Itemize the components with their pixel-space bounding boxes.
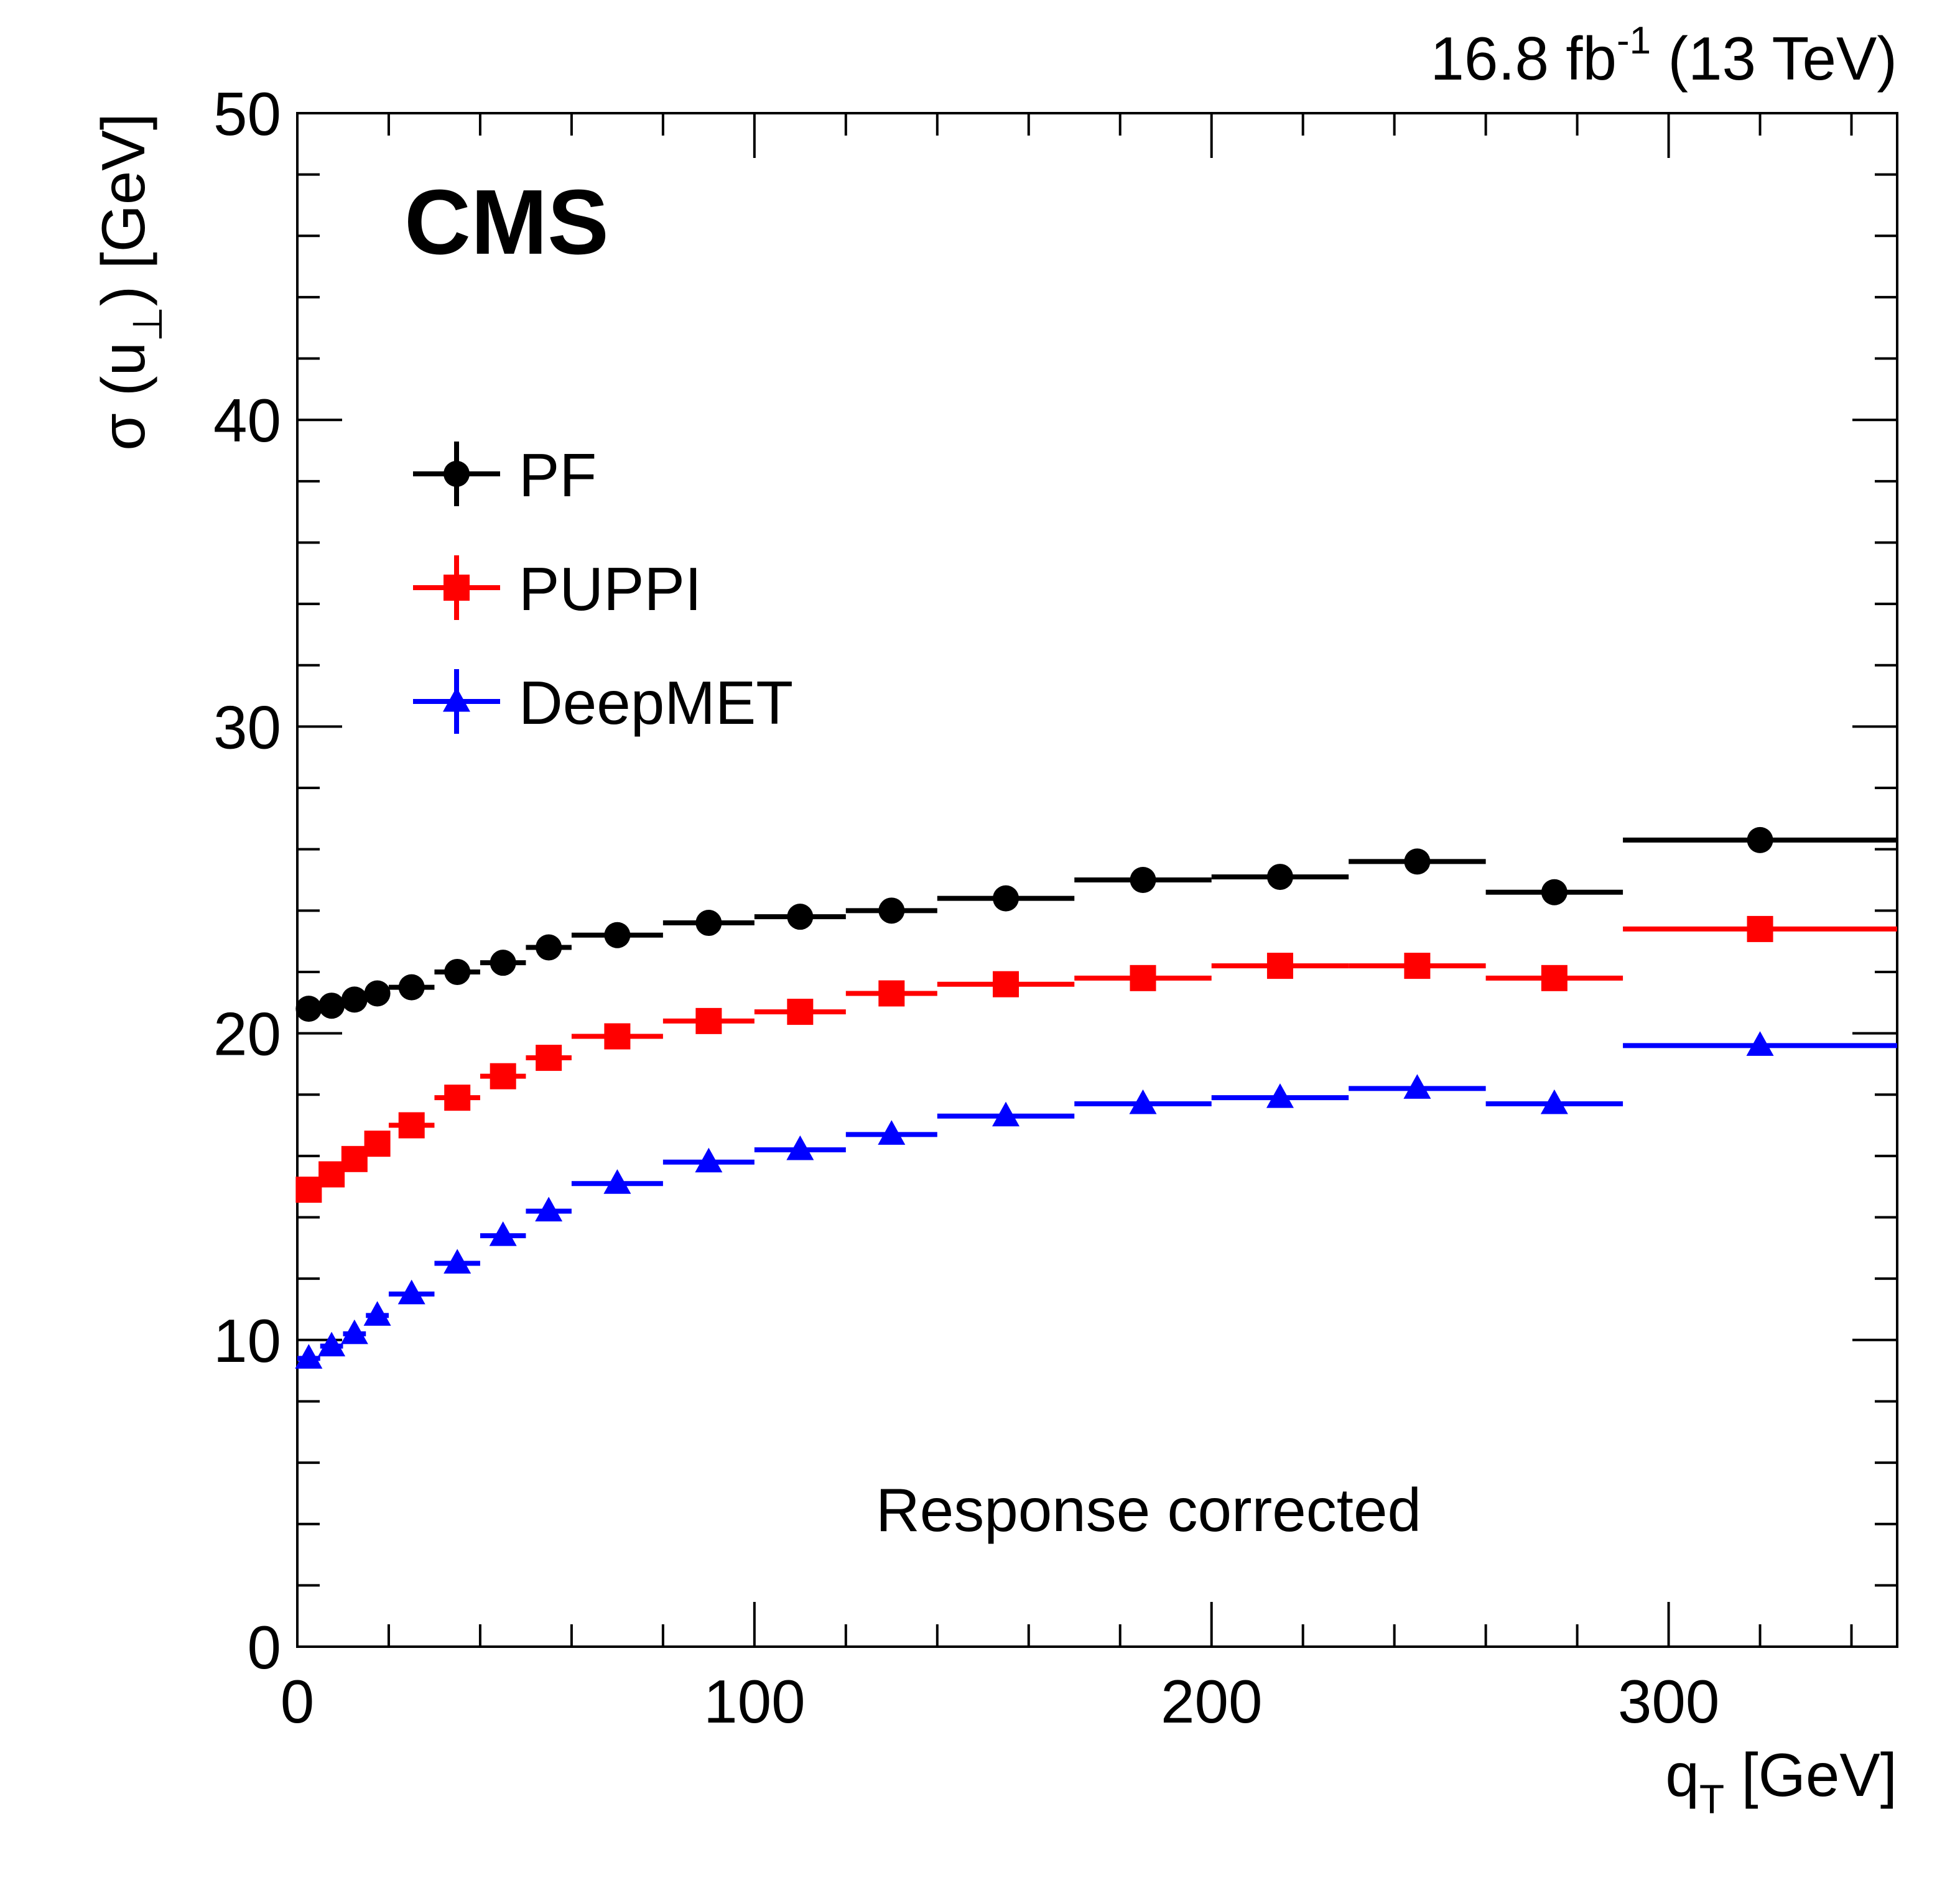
puppi-point [490,1063,516,1090]
deepmet-point [786,1135,814,1160]
plot-frame [296,112,1898,1648]
pf-point [878,897,905,924]
deepmet-point [363,1301,391,1326]
series-puppi [295,915,1897,1203]
deepmet-point [1129,1089,1157,1114]
pf-point [695,910,722,937]
puppi-point [993,971,1019,997]
puppi-point [1541,965,1568,991]
data-series [295,826,1897,1369]
y-axis-prefix: σ (u [89,342,157,451]
deepmet-point [318,1331,346,1357]
deepmet-point [489,1221,517,1246]
deepmet-point [1403,1074,1431,1099]
pf-point [398,974,425,1001]
axis-ticks [296,112,1897,1648]
deepmet-point [695,1147,723,1173]
lumi-label: 16.8 fb-1 (13 TeV) [1430,19,1897,93]
pf-point [536,934,562,961]
puppi-point [1747,915,1773,942]
puppi-point [1130,965,1156,991]
x-axis-symbol: q [1665,1741,1699,1809]
x-tick-label: 300 [1618,1667,1720,1736]
y-axis-label: σ (u⊥) [GeV] [89,113,170,451]
deepmet-point [1540,1089,1568,1114]
legend-marker-pf [444,461,470,487]
pf-point [1266,864,1293,891]
legend-label-deepmet: DeepMET [519,669,793,737]
y-tick-label: 50 [213,80,281,148]
lumi-value: 16.8 fb [1430,24,1617,93]
pf-point [1130,867,1156,893]
puppi-point [1404,953,1431,979]
legend-entry-puppi: PUPPI [413,555,702,623]
puppi-point [444,1085,471,1111]
deepmet-point [992,1101,1020,1127]
lumi-exponent: -1 [1617,19,1651,62]
pf-point [1541,879,1568,905]
deepmet-point [603,1169,631,1194]
y-axis-subscript: ⊥ [124,306,170,342]
y-tick-label: 40 [213,386,281,455]
experiment-label: CMS [404,171,609,274]
deepmet-point [397,1279,425,1305]
puppi-point [364,1131,391,1157]
legend-entry-deepmet: DeepMET [413,669,793,737]
legend: PF PUPPI DeepMET [413,441,793,737]
puppi-point [398,1112,425,1139]
puppi-point [341,1145,368,1172]
legend-marker-puppi [444,575,470,601]
series-deepmet [295,1031,1897,1369]
deepmet-point [340,1319,368,1344]
legend-label-pf: PF [519,441,597,509]
pf-point [318,992,345,1019]
x-axis-subscript: T [1699,1776,1724,1822]
puppi-point [1266,953,1293,979]
series-pf [295,826,1897,1022]
y-tick-label: 30 [213,693,281,761]
pf-point [1747,826,1773,853]
y-tick-label: 10 [213,1307,281,1375]
puppi-point [878,980,905,1007]
puppi-point [604,1023,631,1050]
pf-point [341,986,368,1013]
puppi-point [318,1161,345,1188]
y-tick-label: 0 [247,1613,281,1682]
x-axis-label: qT [GeV] [1665,1741,1897,1822]
pf-point [490,950,516,976]
deepmet-point [1266,1083,1294,1108]
deepmet-point [1746,1031,1774,1056]
pf-point [295,996,322,1022]
x-axis-unit: [GeV] [1724,1741,1897,1809]
puppi-point [295,1177,322,1203]
pf-point [444,958,471,985]
pf-point [787,904,814,930]
deepmet-point [535,1196,563,1222]
legend-marker-deepmet [443,687,470,712]
pf-point [364,980,391,1007]
legend-label-puppi: PUPPI [519,555,702,623]
deepmet-point [295,1344,323,1369]
legend-entry-pf: PF [413,441,597,509]
energy-label: (13 TeV) [1651,24,1897,93]
puppi-point [536,1045,562,1071]
puppi-point [695,1007,722,1034]
x-tick-label: 0 [281,1667,315,1736]
response-corrected-note: Response corrected [876,1476,1421,1544]
pf-point [993,885,1019,912]
deepmet-point [444,1249,471,1274]
pf-point [1404,848,1431,875]
pf-point [604,922,631,948]
x-tick-label: 200 [1161,1667,1263,1736]
y-tick-label: 20 [213,1000,281,1068]
puppi-point [787,999,814,1025]
y-axis-suffix: ) [GeV] [89,113,157,306]
deepmet-point [878,1120,906,1145]
x-tick-label: 100 [704,1667,806,1736]
axis-tick-labels: 0 100 200 300 0 10 20 30 40 50 [213,80,1719,1736]
